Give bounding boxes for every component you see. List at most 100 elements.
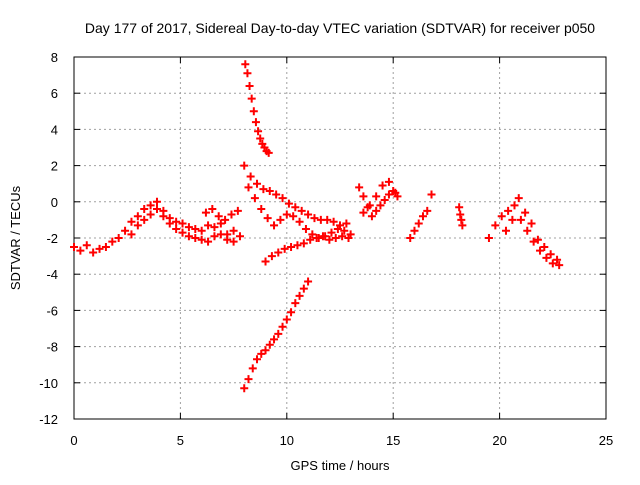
data-point bbox=[312, 234, 321, 242]
data-point bbox=[497, 212, 506, 221]
data-point bbox=[89, 248, 98, 257]
data-point bbox=[297, 206, 306, 215]
data-series bbox=[201, 205, 242, 224]
data-point bbox=[491, 221, 500, 230]
y-tick-label: 0 bbox=[51, 195, 58, 210]
data-point bbox=[548, 259, 557, 268]
data-series bbox=[455, 203, 467, 230]
data-point bbox=[295, 291, 304, 300]
data-point bbox=[508, 215, 517, 224]
data-point bbox=[204, 221, 213, 230]
data-point bbox=[280, 244, 289, 253]
y-tick-label: -12 bbox=[39, 412, 58, 427]
data-point bbox=[127, 230, 136, 239]
data-point bbox=[82, 241, 91, 250]
data-point bbox=[229, 226, 238, 235]
data-point bbox=[458, 221, 467, 230]
data-point bbox=[299, 284, 308, 293]
data-point bbox=[233, 206, 242, 215]
data-point bbox=[197, 235, 206, 244]
data-point bbox=[261, 346, 270, 355]
data-point bbox=[325, 235, 334, 244]
data-series bbox=[484, 201, 564, 270]
data-point bbox=[304, 210, 313, 219]
data-point bbox=[245, 81, 254, 90]
data-point bbox=[191, 224, 200, 233]
data-point bbox=[70, 243, 78, 252]
data-point bbox=[282, 210, 291, 219]
data-point bbox=[208, 205, 217, 214]
data-point bbox=[216, 219, 225, 228]
data-point bbox=[542, 253, 551, 262]
data-point bbox=[318, 232, 327, 241]
data-point bbox=[457, 215, 466, 224]
x-axis-label: GPS time / hours bbox=[291, 458, 390, 473]
data-point bbox=[244, 375, 253, 384]
data-point bbox=[299, 239, 308, 248]
y-tick-label: -4 bbox=[46, 267, 58, 282]
data-point bbox=[178, 228, 187, 237]
data-point bbox=[414, 219, 423, 228]
data-point bbox=[95, 244, 104, 253]
data-point bbox=[504, 206, 513, 215]
data-point bbox=[553, 255, 562, 264]
data-point bbox=[456, 210, 465, 219]
data-point bbox=[140, 205, 149, 214]
data-series bbox=[127, 205, 238, 246]
data-point bbox=[546, 250, 555, 259]
y-tick-label: 8 bbox=[51, 50, 58, 65]
data-series bbox=[240, 277, 313, 393]
data-point bbox=[501, 226, 510, 235]
data-point bbox=[359, 192, 368, 201]
data-point bbox=[380, 195, 389, 204]
data-point bbox=[384, 190, 393, 199]
data-point bbox=[235, 232, 244, 241]
data-point bbox=[114, 234, 123, 242]
x-tick-label: 15 bbox=[386, 433, 400, 448]
data-point bbox=[223, 235, 232, 244]
data-point bbox=[278, 322, 287, 331]
data-point bbox=[133, 212, 142, 221]
data-point bbox=[197, 226, 206, 235]
data-point bbox=[140, 215, 149, 224]
data-point bbox=[270, 221, 279, 230]
x-tick-label: 20 bbox=[492, 433, 506, 448]
data-point bbox=[253, 179, 262, 188]
data-point bbox=[265, 340, 274, 349]
data-point bbox=[253, 355, 262, 364]
data-point bbox=[165, 219, 174, 228]
data-point bbox=[246, 172, 255, 181]
data-point bbox=[529, 237, 538, 246]
data-point bbox=[378, 181, 387, 190]
axis-ticks bbox=[73, 56, 607, 420]
y-tick-label: 4 bbox=[51, 122, 58, 137]
data-point bbox=[301, 224, 310, 233]
data-point bbox=[510, 201, 519, 210]
y-tick-label: 6 bbox=[51, 86, 58, 101]
data-point bbox=[249, 107, 258, 116]
data-point bbox=[178, 219, 187, 228]
data-point bbox=[384, 177, 393, 186]
data-point bbox=[276, 215, 285, 224]
data-point bbox=[527, 219, 536, 228]
data-series bbox=[241, 60, 273, 157]
data-series bbox=[240, 161, 351, 230]
data-series bbox=[406, 190, 436, 242]
data-point bbox=[270, 335, 279, 344]
data-point bbox=[243, 69, 252, 78]
data-point bbox=[329, 217, 338, 226]
data-point bbox=[555, 261, 564, 270]
data-point bbox=[247, 94, 256, 103]
data-series bbox=[261, 232, 353, 266]
data-point bbox=[291, 299, 300, 308]
data-point bbox=[540, 243, 549, 252]
data-point bbox=[248, 364, 257, 373]
y-tick-labels: -12 -10 -8 -6 -4 -2 0 2 4 6 8 bbox=[39, 50, 58, 427]
data-point bbox=[287, 308, 296, 317]
data-point bbox=[152, 197, 161, 206]
data-point bbox=[261, 257, 270, 266]
y-axis-label: SDTVAR / TECUs bbox=[8, 185, 23, 290]
data-point bbox=[254, 127, 263, 136]
data-point bbox=[523, 226, 532, 235]
